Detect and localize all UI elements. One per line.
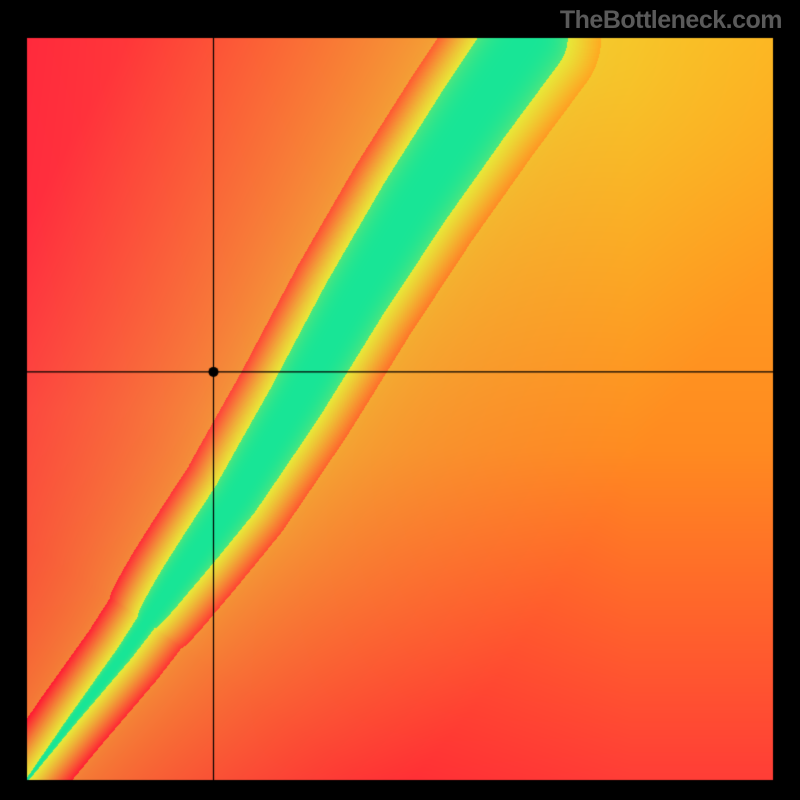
watermark-text: TheBottleneck.com	[560, 6, 782, 35]
bottleneck-heatmap	[0, 0, 800, 800]
